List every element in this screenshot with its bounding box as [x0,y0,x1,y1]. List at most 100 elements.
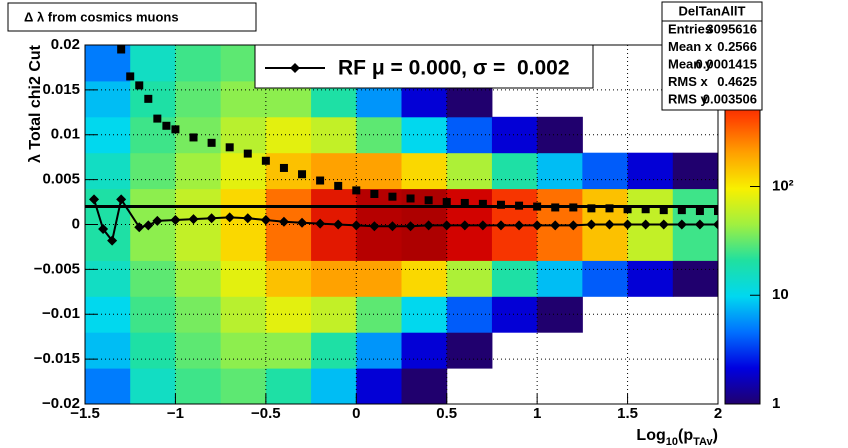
square-marker [370,189,379,198]
square-marker [442,198,451,207]
y-tick-label: −0.01 [42,305,80,322]
z-tick-label: 10 [772,286,789,303]
heatmap-cell [356,332,402,369]
heatmap-cell [356,224,402,261]
square-marker [207,138,216,147]
heatmap-cell [130,332,176,369]
stats-value: 0.003506 [703,91,757,106]
square-marker [153,114,162,123]
diamond-marker [260,215,271,226]
diamond-marker [333,219,344,230]
x-axis-label-part: 10 [666,436,678,448]
heatmap-cell [582,152,629,190]
heatmap-cell [491,296,538,333]
heatmap-cell [220,368,267,404]
legend: RF μ = 0.000, σ = 0.002 [254,44,594,89]
heatmap-cell [175,116,222,154]
diamond-marker [459,220,470,231]
x-tick-label: −0.5 [251,405,281,422]
heatmap-cell [311,332,357,369]
stats-value: 0.2566 [717,39,757,54]
diamond-marker [224,212,235,223]
heatmap-cell [537,224,583,261]
y-axis-label: λ Total chi2 Cut [27,44,44,163]
y-tick-label: 0.015 [42,81,80,98]
stats-key: Mean y [668,56,713,71]
stats-title: DelTanAllT [679,3,746,18]
heatmap-cell [401,260,448,297]
y-tick-label: −0.015 [34,350,80,367]
heatmap-cell [85,368,131,404]
heatmap-cell [85,152,131,190]
heatmap-cell [265,116,312,154]
square-marker [551,203,560,212]
heatmap-cell [401,224,448,261]
square-marker [243,149,252,158]
diamond-marker [495,220,506,231]
x-tick-label: −1.5 [70,405,100,422]
heatmap-cell [265,296,312,333]
x-axis-label-part: ) [713,427,718,444]
chart-title: Δ λ from cosmics muons [24,9,179,24]
diamond-marker [694,219,705,230]
square-marker [135,81,144,90]
square-marker [406,194,415,203]
diamond-marker [640,219,651,230]
diamond-marker [532,220,543,231]
heatmap-cell [356,152,402,190]
stats-value: 0.0001415 [696,56,757,71]
heatmap-cell [491,152,538,190]
heatmap-cell [85,80,131,118]
heatmap-cell [175,80,222,118]
heatmap-cell [265,260,312,297]
diamond-marker [107,235,118,246]
y-tick-label: 0.02 [51,36,80,53]
diamond-marker [116,194,127,205]
x-tick-label: 1.5 [617,405,638,422]
heatmap-cell [672,152,718,190]
square-marker [533,202,542,211]
heatmap-cell [85,332,131,369]
square-marker [117,45,126,54]
square-marker [189,133,198,142]
heatmap-cell [446,152,493,190]
square-marker [515,201,524,210]
square-marker [641,205,650,214]
heatmap-cell [85,224,131,261]
square-marker [460,198,469,207]
diamond-marker [351,220,362,231]
stats-value: 0.4625 [717,74,757,89]
x-axis-label-part: Log [636,427,665,444]
heatmap-cell [356,368,402,404]
x-axis-label-part: TAv [693,436,713,448]
square-marker [261,156,270,165]
diamond-marker [586,219,597,230]
diamond-marker [134,222,145,233]
heatmap-cell [311,368,357,404]
legend-marker [290,63,300,73]
heatmap-cell [537,296,583,333]
square-marker [279,163,288,172]
legend-label: RF μ = 0.000, σ = 0.002 [338,57,570,80]
diamond-marker [622,219,633,230]
heatmap-cell [401,368,448,404]
diamond-marker [143,220,154,231]
heatmap-cell [446,260,493,297]
x-tick-label: 2 [714,405,722,422]
square-marker [298,170,307,179]
diamond-marker [297,217,308,228]
x-tick-label: 0.5 [436,405,457,422]
square-marker [659,206,668,215]
legend-box [254,44,594,89]
heatmap-cell [356,260,402,297]
heatmap-cell [401,116,448,154]
diamond-marker [568,220,579,231]
heatmap-cell [175,224,222,261]
heatmap-cell [175,260,222,297]
heatmap-cell [537,116,583,154]
y-tick-label: 0.01 [51,126,80,143]
heatmap-cell [356,116,402,154]
title-box [7,2,257,32]
square-marker [126,72,135,81]
